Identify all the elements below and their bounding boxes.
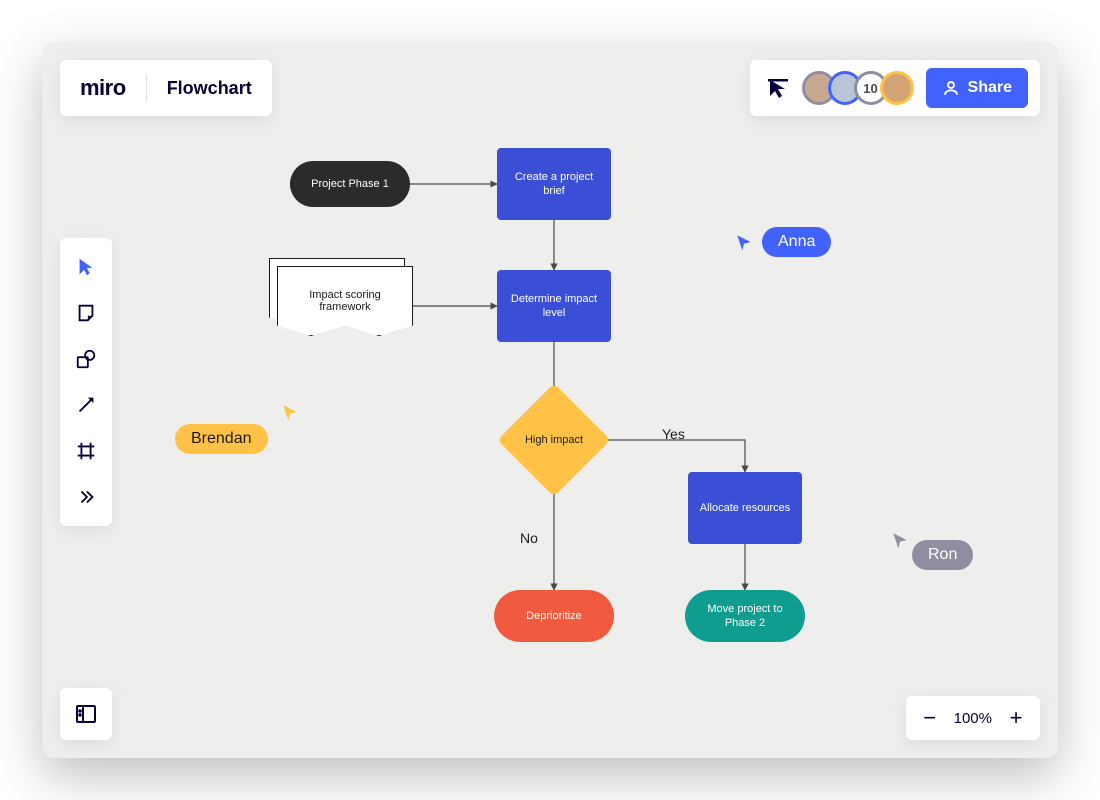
flowchart-node-brief[interactable]: Create a project brief [497,148,611,220]
tool-more[interactable] [60,474,112,520]
collaborator-cursor-ron: Ron [912,540,973,570]
sticky-icon [75,302,97,324]
zoom-out-button[interactable]: − [912,696,948,740]
flowchart-node-allocate[interactable]: Allocate resources [688,472,802,544]
app-frame: Project Phase 1 Create a project brief Imp… [42,42,1058,758]
tool-select[interactable] [60,244,112,290]
flowchart-node-impact[interactable]: Determine impact level [497,270,611,342]
cursor-tracking-icon[interactable] [766,76,790,100]
header-left: miro Flowchart [60,60,272,116]
more-icon [75,486,97,508]
collaborator-pointer-icon [734,232,754,257]
edge-decision-allocate[interactable] [597,440,745,472]
collaborator-pointer-icon [280,402,300,427]
avatar-stack[interactable]: 10 [802,71,914,105]
collaborator-cursor-anna: Anna [762,227,831,257]
avatar[interactable] [880,71,914,105]
zoom-in-button[interactable]: + [998,696,1034,740]
node-label: Impact scoring framework [277,266,413,336]
header-right: 10 Share [750,60,1040,116]
divider [146,74,147,102]
flowchart-node-phase2[interactable]: Move project to Phase 2 [685,590,805,642]
zoom-level[interactable]: 100% [948,710,998,727]
canvas[interactable]: Project Phase 1 Create a project brief Imp… [42,42,1058,758]
tool-sticky[interactable] [60,290,112,336]
flowchart-node-framework[interactable]: Impact scoring framework [277,266,413,336]
logo[interactable]: miro [80,75,126,101]
panel-icon [74,702,98,726]
toolbar [60,238,112,526]
tool-shapes[interactable] [60,336,112,382]
panel-toggle-button[interactable] [60,688,112,740]
frame-icon [75,440,97,462]
select-icon [75,256,97,278]
board-title[interactable]: Flowchart [167,78,252,99]
flowchart-node-deprior[interactable]: Deprioritize [494,590,614,642]
collaborator-pointer-icon [890,530,910,555]
line-icon [75,394,97,416]
node-label: High impact [514,400,594,480]
edge-label: Yes [662,426,685,442]
share-label: Share [968,79,1012,97]
flowchart-node-phase1[interactable]: Project Phase 1 [290,161,410,207]
zoom-control: − 100% + [906,696,1040,740]
shapes-icon [75,348,97,370]
share-button[interactable]: Share [926,68,1028,108]
tool-line[interactable] [60,382,112,428]
flowchart-node-decision[interactable]: High impact [514,400,594,480]
collaborator-cursor-brendan: Brendan [175,424,268,454]
person-add-icon [942,79,960,97]
edge-label: No [520,530,538,546]
tool-frame[interactable] [60,428,112,474]
